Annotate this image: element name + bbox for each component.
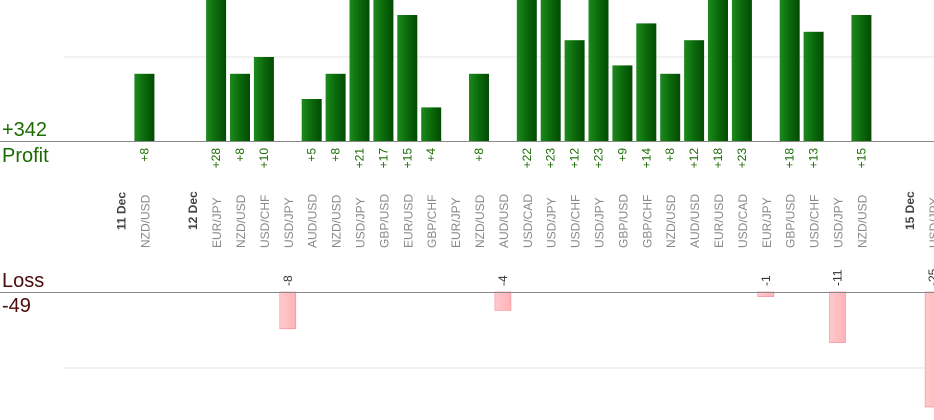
profit-bar [421,107,442,141]
profit-value-label: +23 [544,148,558,169]
pair-label: USD/CHF [569,195,583,248]
pair-label: AUD/USD [497,194,511,248]
profit-value-label: +23 [592,148,606,169]
pair-label: NZD/USD [234,194,248,248]
loss-label: Loss [2,270,45,292]
pair-label: USD/CHF [258,195,272,248]
profit-total: +342 [2,119,48,141]
profit-bar [349,0,370,141]
profit-bar [540,0,561,141]
pair-label: USD/CAD [736,194,750,248]
profit-value-label: +8 [329,148,343,162]
profit-value-label: +9 [615,148,629,162]
profit-bar [660,73,681,141]
pair-label: GBP/CHF [640,195,654,248]
pair-label: NZD/USD [855,194,869,248]
profit-value-label: +21 [353,148,367,169]
profit-value-label: +8 [472,148,486,162]
profit-bar [325,73,346,141]
profit-value-label: +14 [639,148,653,169]
loss-value-label: -8 [281,275,295,286]
loss-bar [924,291,934,408]
profit-value-label: +18 [783,148,797,169]
date-label: 11 Dec [115,192,129,230]
profit-value-label: +4 [424,148,438,162]
loss-bar [279,291,297,330]
profit-value-label: +17 [376,148,390,169]
profit-bar [253,57,274,141]
profit-bar [731,0,752,141]
loss-value-label: -25 [926,268,934,286]
profit-bar [469,73,489,141]
profit-value-label: +23 [735,148,749,169]
profit-value-label: +5 [305,148,319,162]
pair-label: USD/JPY [593,197,607,248]
profit-bar [230,73,250,141]
pair-label: AUD/USD [306,194,320,248]
profit-bar [373,0,394,142]
profit-value-label: +18 [711,148,725,169]
pair-label: EUR/USD [401,194,415,248]
pair-label: GBP/USD [377,194,391,248]
loss-bar [829,291,846,343]
profit-value-label: +15 [400,148,414,169]
profit-bar [564,40,585,142]
profit-bar [636,23,657,141]
profit-value-label: +8 [233,148,247,162]
pair-label: GBP/USD [784,194,798,248]
pair-label: USD/CHF [808,195,822,248]
profit-value-label: +15 [854,148,868,169]
pair-label: NZD/USD [138,194,152,248]
pair-label: USD/JPY [545,197,559,248]
loss-value-label: -4 [496,275,510,286]
profit-bar [301,99,322,141]
pair-label: USD/CAD [521,194,535,248]
pair-label: EUR/JPY [210,197,224,248]
pair-label: AUD/USD [688,194,702,248]
pair-label: USD/JPY [282,197,296,248]
date-label: 12 Dec [186,191,200,230]
pair-label: GBP/CHF [425,195,439,248]
date-label: 15 Dec [903,191,917,230]
profit-label: Profit [2,145,49,167]
pair-label: EUR/JPY [449,197,463,248]
profit-value-label: +12 [568,148,582,169]
loss-value-label: -1 [759,275,773,286]
loss-bar [494,291,512,311]
loss-value-label: -11 [831,269,845,286]
loss-total: -49 [2,295,31,317]
pair-label: GBP/USD [616,194,630,248]
profit-bar [612,65,633,141]
profit-value-label: +22 [520,148,534,169]
pair-label: NZD/USD [664,194,678,248]
profit-bar [134,73,155,141]
pair-label: NZD/USD [473,194,487,248]
profit-value-label: +8 [663,148,677,162]
pair-label: EUR/USD [712,194,726,248]
profit-bar [803,31,824,141]
profit-bar [851,15,872,141]
profit-bar [206,0,227,141]
profit-value-label: +28 [209,148,223,169]
profit-value-label: +13 [807,148,821,169]
profit-bar [588,0,609,141]
profit-value-label: +12 [687,148,701,169]
pair-label: USD/JPY [832,197,846,248]
profit-bar [516,0,537,142]
pair-label: USD/JPY [354,197,368,248]
profit-value-label: +8 [137,148,151,162]
profit-bar [684,40,705,142]
profit-bar [708,0,728,141]
profit-bar [397,15,418,141]
profit-value-label: +10 [257,148,271,169]
pair-label: USD/JPY [927,197,934,248]
profit-bar [779,0,800,141]
pair-label: NZD/USD [330,194,344,248]
pair-label: EUR/JPY [760,197,774,248]
